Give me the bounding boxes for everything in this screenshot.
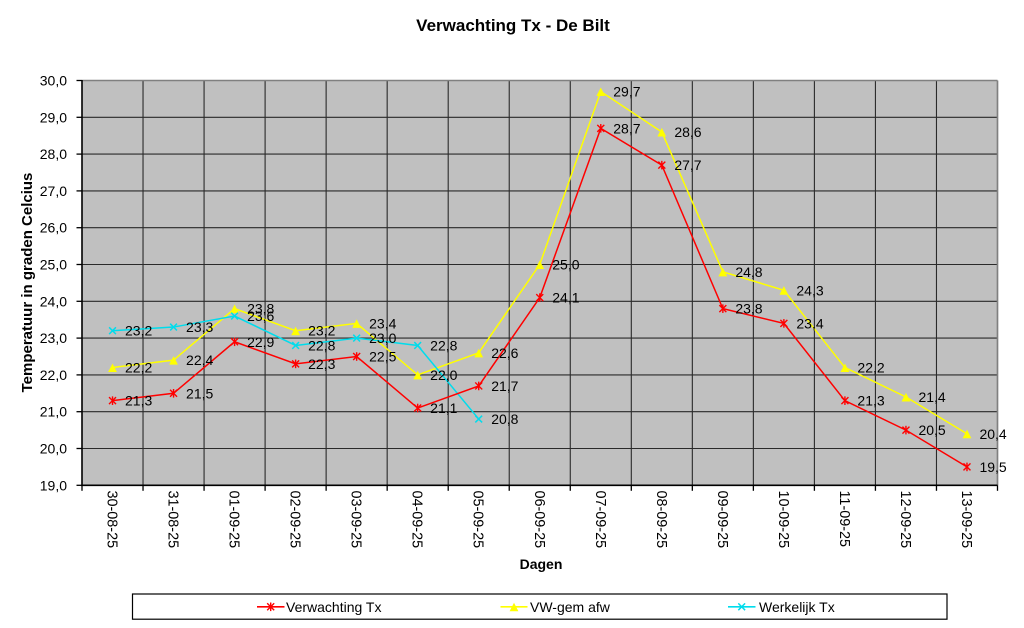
svg-text:21,3: 21,3 xyxy=(857,393,884,409)
svg-text:22,6: 22,6 xyxy=(491,345,518,361)
svg-text:25,0: 25,0 xyxy=(40,257,67,273)
svg-text:28,7: 28,7 xyxy=(613,120,640,136)
svg-text:02-09-25: 02-09-25 xyxy=(287,491,303,549)
svg-text:22,0: 22,0 xyxy=(40,367,67,383)
svg-text:21,5: 21,5 xyxy=(186,385,213,401)
svg-text:21,7: 21,7 xyxy=(491,378,518,394)
svg-text:10-09-25: 10-09-25 xyxy=(775,491,791,549)
svg-text:28,0: 28,0 xyxy=(40,146,67,162)
svg-text:29,7: 29,7 xyxy=(613,84,640,100)
svg-text:30,0: 30,0 xyxy=(40,73,67,89)
svg-text:22,2: 22,2 xyxy=(857,360,884,376)
svg-text:28,6: 28,6 xyxy=(674,124,701,140)
svg-text:20,5: 20,5 xyxy=(918,422,945,438)
svg-text:19,5: 19,5 xyxy=(979,459,1006,475)
svg-text:11-09-25: 11-09-25 xyxy=(836,491,852,548)
svg-text:21,4: 21,4 xyxy=(918,389,945,405)
svg-text:Verwachting Tx: Verwachting Tx xyxy=(286,599,381,615)
svg-text:22,4: 22,4 xyxy=(186,352,213,368)
svg-text:20,8: 20,8 xyxy=(491,411,518,427)
svg-text:VW-gem afw: VW-gem afw xyxy=(530,599,611,615)
svg-text:26,0: 26,0 xyxy=(40,220,67,236)
svg-text:19,0: 19,0 xyxy=(40,477,67,493)
svg-text:31-08-25: 31-08-25 xyxy=(165,491,181,549)
svg-text:25,0: 25,0 xyxy=(552,257,579,273)
svg-text:23,4: 23,4 xyxy=(369,315,396,331)
svg-text:22,8: 22,8 xyxy=(430,337,457,353)
svg-text:06-09-25: 06-09-25 xyxy=(531,491,547,549)
svg-text:04-09-25: 04-09-25 xyxy=(409,491,425,549)
svg-text:22,8: 22,8 xyxy=(308,337,335,353)
svg-text:09-09-25: 09-09-25 xyxy=(714,491,730,549)
svg-text:23,8: 23,8 xyxy=(735,301,762,317)
svg-text:24,8: 24,8 xyxy=(735,264,762,280)
svg-text:20,0: 20,0 xyxy=(40,441,67,457)
svg-text:21,0: 21,0 xyxy=(40,404,67,420)
svg-text:27,0: 27,0 xyxy=(40,183,67,199)
svg-text:07-09-25: 07-09-25 xyxy=(592,491,608,549)
svg-text:03-09-25: 03-09-25 xyxy=(348,491,364,549)
svg-text:23,0: 23,0 xyxy=(369,330,396,346)
svg-text:23,2: 23,2 xyxy=(308,323,335,339)
svg-text:22,2: 22,2 xyxy=(125,360,152,376)
svg-text:12-09-25: 12-09-25 xyxy=(897,491,913,549)
svg-text:24,3: 24,3 xyxy=(796,282,823,298)
svg-text:21,1: 21,1 xyxy=(430,400,457,416)
svg-text:01-09-25: 01-09-25 xyxy=(226,491,242,549)
svg-text:20,4: 20,4 xyxy=(979,426,1006,442)
svg-text:30-08-25: 30-08-25 xyxy=(104,491,120,549)
svg-text:Verwachting Tx - De Bilt: Verwachting Tx - De Bilt xyxy=(416,16,610,35)
svg-text:22,3: 22,3 xyxy=(308,356,335,372)
svg-text:Dagen: Dagen xyxy=(520,556,563,572)
svg-text:13-09-25: 13-09-25 xyxy=(958,491,974,549)
svg-text:29,0: 29,0 xyxy=(40,109,67,125)
svg-text:23,0: 23,0 xyxy=(40,330,67,346)
svg-text:22,5: 22,5 xyxy=(369,349,396,365)
svg-text:23,6: 23,6 xyxy=(247,308,274,324)
svg-text:23,2: 23,2 xyxy=(125,323,152,339)
svg-text:08-09-25: 08-09-25 xyxy=(653,491,669,549)
svg-text:24,1: 24,1 xyxy=(552,290,579,306)
svg-text:23,4: 23,4 xyxy=(796,315,823,331)
svg-text:21,3: 21,3 xyxy=(125,393,152,409)
svg-text:24,0: 24,0 xyxy=(40,293,67,309)
svg-text:Temperatuur in graden Celcius: Temperatuur in graden Celcius xyxy=(19,173,36,393)
svg-text:23,8: 23,8 xyxy=(247,301,274,317)
svg-text:27,7: 27,7 xyxy=(674,157,701,173)
svg-text:23,3: 23,3 xyxy=(186,319,213,335)
svg-text:22,0: 22,0 xyxy=(430,367,457,383)
svg-text:22,9: 22,9 xyxy=(247,334,274,350)
svg-text:Werkelijk Tx: Werkelijk Tx xyxy=(759,599,835,615)
svg-text:05-09-25: 05-09-25 xyxy=(470,491,486,549)
